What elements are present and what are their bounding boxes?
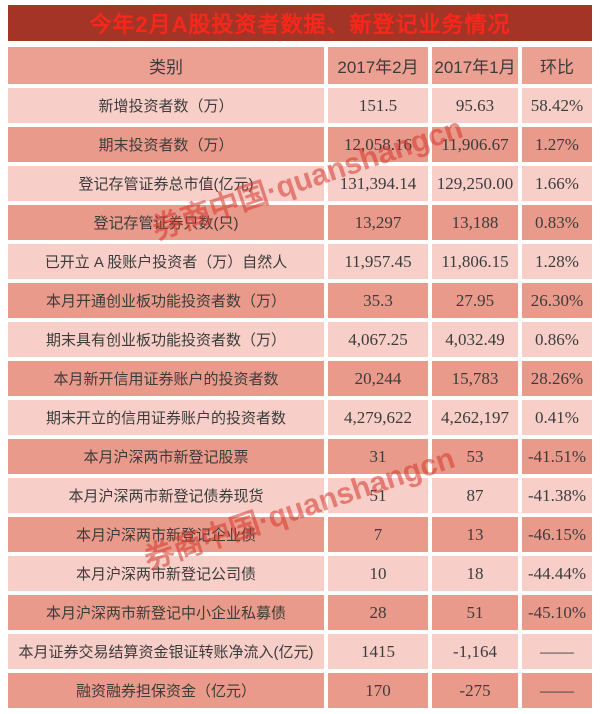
value-cell: 4,279,622 [328, 400, 428, 435]
value-cell: -1,164 [432, 634, 518, 669]
category-cell: 本月沪深两市新登记企业债 [8, 517, 324, 552]
value-cell: 131,394.14 [328, 166, 428, 201]
table-row: 登记存管证券总市值(亿元) 131,394.14 129,250.00 1.66% [8, 166, 592, 201]
value-cell: 4,067.25 [328, 322, 428, 357]
value-cell: —— [522, 634, 592, 669]
category-cell: 融资融券担保资金（亿元） [8, 673, 324, 708]
table-title: 今年2月A股投资者数据、新登记业务情况 [8, 5, 592, 41]
table-row: 期末开立的信用证券账户的投资者数 4,279,622 4,262,197 0.41% [8, 400, 592, 435]
category-cell: 本月开通创业板功能投资者数（万） [8, 283, 324, 318]
category-cell: 登记存管证券只数(只) [8, 205, 324, 240]
value-cell: 53 [432, 439, 518, 474]
value-cell: 95.63 [432, 88, 518, 123]
value-cell: 26.30% [522, 283, 592, 318]
value-cell: 7 [328, 517, 428, 552]
value-cell: 13,188 [432, 205, 518, 240]
value-cell: -41.38% [522, 478, 592, 513]
value-cell: 170 [328, 673, 428, 708]
value-cell: 13,297 [328, 205, 428, 240]
category-cell: 期末具有创业板功能投资者数（万） [8, 322, 324, 357]
category-cell: 新增投资者数（万） [8, 88, 324, 123]
table-row: 已开立 A 股账户投资者（万）自然人 11,957.45 11,806.15 1.28… [8, 244, 592, 279]
category-cell: 本月新开信用证券账户的投资者数 [8, 361, 324, 396]
category-cell: 已开立 A 股账户投资者（万）自然人 [8, 244, 324, 279]
value-cell: 129,250.00 [432, 166, 518, 201]
value-cell: 4,262,197 [432, 400, 518, 435]
value-cell: -46.15% [522, 517, 592, 552]
table-row: 本月沪深两市新登记公司债 10 18 -44.44% [8, 556, 592, 591]
category-cell: 本月沪深两市新登记股票 [8, 439, 324, 474]
value-cell: 58.42% [522, 88, 592, 123]
column-header-mom-change: 环比 [522, 47, 592, 84]
value-cell: 15,783 [432, 361, 518, 396]
value-cell: -275 [432, 673, 518, 708]
category-cell: 登记存管证券总市值(亿元) [8, 166, 324, 201]
table-row: 本月新开信用证券账户的投资者数 20,244 15,783 28.26% [8, 361, 592, 396]
value-cell: 20,244 [328, 361, 428, 396]
table-row: 本月沪深两市新登记股票 31 53 -41.51% [8, 439, 592, 474]
value-cell: —— [522, 673, 592, 708]
value-cell: 11,957.45 [328, 244, 428, 279]
value-cell: -44.44% [522, 556, 592, 591]
column-header-feb-2017: 2017年2月 [328, 47, 428, 84]
table-row: 期末投资者数（万） 12,058.16 11,906.67 1.27% [8, 127, 592, 162]
table-row: 本月开通创业板功能投资者数（万） 35.3 27.95 26.30% [8, 283, 592, 318]
category-cell: 本月沪深两市新登记中小企业私募债 [8, 595, 324, 630]
value-cell: 10 [328, 556, 428, 591]
table-row: 新增投资者数（万） 151.5 95.63 58.42% [8, 88, 592, 123]
table-row: 本月沪深两市新登记企业债 7 13 -46.15% [8, 517, 592, 552]
value-cell: 12,058.16 [328, 127, 428, 162]
table-row: 登记存管证券只数(只) 13,297 13,188 0.83% [8, 205, 592, 240]
table-row: 期末具有创业板功能投资者数（万） 4,067.25 4,032.49 0.86% [8, 322, 592, 357]
value-cell: 1.27% [522, 127, 592, 162]
table-header-row: 类别 2017年2月 2017年1月 环比 [8, 47, 592, 84]
column-header-category: 类别 [8, 47, 324, 84]
value-cell: 28.26% [522, 361, 592, 396]
value-cell: -41.51% [522, 439, 592, 474]
value-cell: 0.83% [522, 205, 592, 240]
value-cell: 11,806.15 [432, 244, 518, 279]
value-cell: 18 [432, 556, 518, 591]
value-cell: 31 [328, 439, 428, 474]
value-cell: 4,032.49 [432, 322, 518, 357]
value-cell: 35.3 [328, 283, 428, 318]
table-body: 新增投资者数（万） 151.5 95.63 58.42% 期末投资者数（万） 12,058… [8, 88, 592, 708]
category-cell: 本月证券交易结算资金银证转账净流入(亿元) [8, 634, 324, 669]
table-row: 本月沪深两市新登记中小企业私募债 28 51 -45.10% [8, 595, 592, 630]
value-cell: 28 [328, 595, 428, 630]
category-cell: 期末开立的信用证券账户的投资者数 [8, 400, 324, 435]
column-header-jan-2017: 2017年1月 [432, 47, 518, 84]
value-cell: 0.41% [522, 400, 592, 435]
table-row: 本月沪深两市新登记债券现货 51 87 -41.38% [8, 478, 592, 513]
value-cell: 0.86% [522, 322, 592, 357]
value-cell: 51 [432, 595, 518, 630]
category-cell: 本月沪深两市新登记公司债 [8, 556, 324, 591]
value-cell: 1.66% [522, 166, 592, 201]
value-cell: 1.28% [522, 244, 592, 279]
value-cell: 51 [328, 478, 428, 513]
value-cell: 11,906.67 [432, 127, 518, 162]
value-cell: 151.5 [328, 88, 428, 123]
investor-data-table: 今年2月A股投资者数据、新登记业务情况 类别 2017年2月 2017年1月 环… [8, 5, 592, 712]
table-row: 融资融券担保资金（亿元） 170 -275 —— [8, 673, 592, 708]
value-cell: 1415 [328, 634, 428, 669]
value-cell: 13 [432, 517, 518, 552]
category-cell: 本月沪深两市新登记债券现货 [8, 478, 324, 513]
category-cell: 期末投资者数（万） [8, 127, 324, 162]
value-cell: -45.10% [522, 595, 592, 630]
value-cell: 87 [432, 478, 518, 513]
value-cell: 27.95 [432, 283, 518, 318]
table-row: 本月证券交易结算资金银证转账净流入(亿元) 1415 -1,164 —— [8, 634, 592, 669]
